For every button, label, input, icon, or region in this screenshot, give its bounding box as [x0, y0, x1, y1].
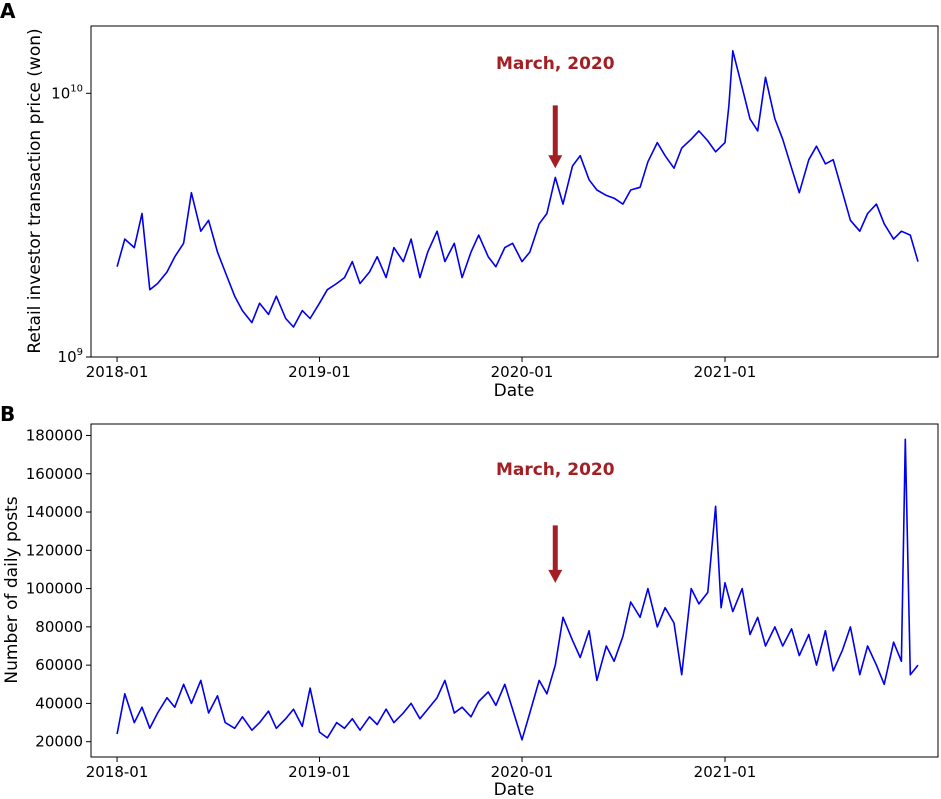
y-tick-label: 180000 — [26, 426, 83, 444]
y-tick-exponent: 10 — [70, 83, 83, 94]
y-tick-label: 1010 — [51, 83, 83, 102]
panel-b-ylabel: Number of daily posts — [2, 496, 22, 683]
y-tick-base: 10 — [51, 84, 70, 102]
y-tick-label: 100000 — [26, 580, 83, 598]
panel-a-letter: A — [0, 0, 16, 23]
annotation-arrow-head — [548, 569, 563, 583]
x-tick-label: 2019-01 — [288, 363, 351, 381]
annotation-arrow-head — [548, 155, 563, 169]
panel-b-letter: B — [0, 402, 15, 426]
panel-b-annotation: March, 2020 — [496, 460, 615, 583]
panel-b-x-ticks: 2018-01 2019-01 2020-01 2021-01 — [86, 757, 757, 781]
y-tick-label: 160000 — [26, 465, 83, 483]
panel-a-ylabel: Retail investor transaction price (won) — [25, 28, 45, 353]
y-tick-base: 10 — [58, 348, 77, 366]
x-tick-label: 2018-01 — [86, 763, 149, 781]
x-tick-label: 2021-01 — [694, 363, 757, 381]
panel-b-y-ticks: 20000 40000 60000 80000 100000 120000 140000 16… — [26, 426, 91, 751]
y-tick-label: 60000 — [35, 656, 83, 674]
x-tick-label: 2020-01 — [491, 363, 554, 381]
y-tick-exponent: 9 — [77, 347, 83, 358]
x-tick-label: 2020-01 — [491, 763, 554, 781]
panel-a-series-line — [116, 49, 919, 328]
panel-b-series-line — [116, 438, 919, 741]
panel-a-annotation: March, 2020 — [496, 54, 615, 169]
x-tick-label: 2019-01 — [288, 763, 351, 781]
panel-a-frame — [90, 25, 939, 358]
x-tick-label: 2018-01 — [86, 363, 149, 381]
panel-b-xlabel: Date — [494, 780, 535, 799]
y-tick-label: 40000 — [35, 694, 83, 712]
y-tick-label: 20000 — [35, 733, 83, 751]
panel-b-annotation-text: March, 2020 — [496, 460, 615, 480]
y-tick-label: 80000 — [35, 618, 83, 636]
y-tick-label: 109 — [58, 347, 83, 366]
panel-a-annotation-text: March, 2020 — [496, 54, 615, 74]
y-tick-label: 140000 — [26, 503, 83, 521]
panel-a-x-ticks: 2018-01 2019-01 2020-01 2021-01 — [86, 357, 757, 381]
panel-a-xlabel: Date — [494, 381, 535, 401]
y-tick-label: 120000 — [26, 541, 83, 559]
x-tick-label: 2021-01 — [694, 763, 757, 781]
panel-b-frame — [90, 423, 939, 758]
